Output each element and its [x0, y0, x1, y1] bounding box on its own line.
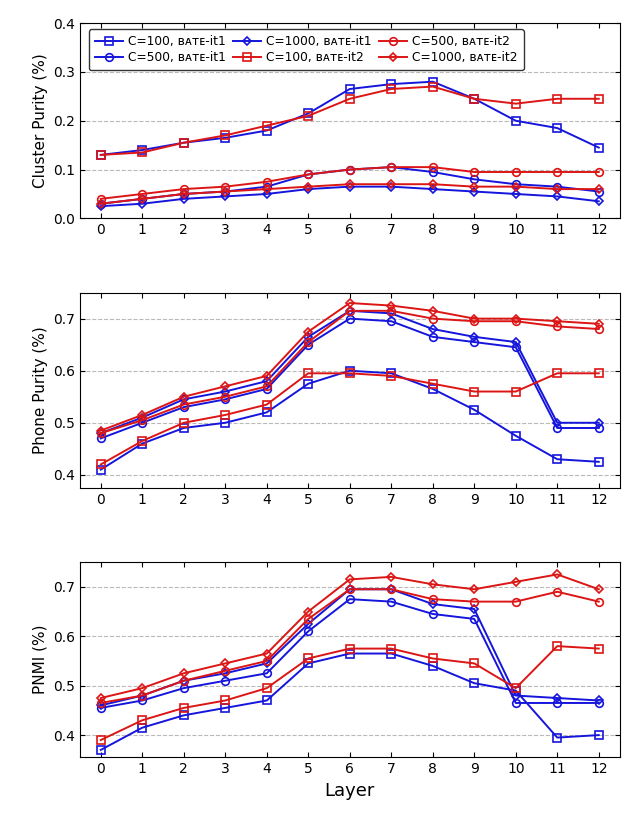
- X-axis label: Layer: Layer: [324, 782, 375, 799]
- Legend: C=100, ʙᴀᴛᴇ-it1, C=500, ʙᴀᴛᴇ-it1, C=1000, ʙᴀᴛᴇ-it1, C=100, ʙᴀᴛᴇ-it2, C=500, ʙᴀᴛᴇ: C=100, ʙᴀᴛᴇ-it1, C=500, ʙᴀᴛᴇ-it1, C=1000…: [89, 29, 524, 70]
- Y-axis label: Cluster Purity (%): Cluster Purity (%): [33, 54, 47, 188]
- Y-axis label: Phone Purity (%): Phone Purity (%): [33, 327, 47, 454]
- Y-axis label: PNMI (%): PNMI (%): [33, 625, 47, 695]
